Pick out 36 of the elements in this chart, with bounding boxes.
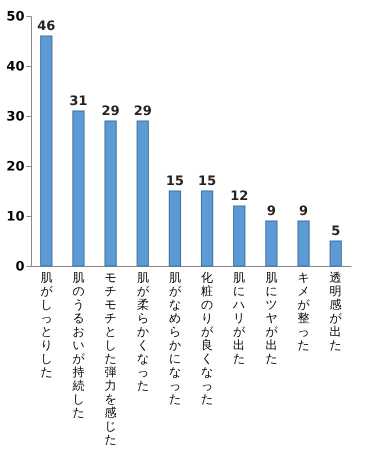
x-tick-label: 肌にツヤが出た [265, 270, 278, 366]
bar [72, 110, 85, 266]
category-label: 化粧のりが良くなった [201, 270, 214, 406]
y-tick-label: 0 [15, 260, 24, 274]
bar [265, 220, 278, 266]
y-tick-label: 10 [6, 210, 24, 224]
data-label: 15 [166, 174, 184, 189]
data-label: 5 [331, 224, 340, 239]
x-tick-label: 肌にハリが出た [232, 270, 246, 366]
data-label: 12 [230, 189, 248, 204]
bar [330, 240, 342, 266]
bar [233, 206, 246, 266]
data-label: 9 [299, 204, 308, 219]
category-label: 肌が柔らかくなった [136, 270, 149, 392]
data-label: 46 [37, 19, 56, 34]
data-label: 29 [102, 104, 120, 119]
bar [297, 220, 310, 266]
y-tick-label: 50 [6, 10, 24, 24]
bar [104, 120, 117, 266]
y-tick-label: 30 [6, 110, 24, 124]
category-label: 肌がなめらかになった [168, 270, 181, 406]
category-label: 肌のうるおいが持続した [72, 270, 84, 420]
bar [200, 190, 214, 266]
bar [136, 120, 149, 266]
data-label: 29 [134, 104, 152, 119]
data-label: 15 [198, 174, 216, 189]
bar [40, 36, 52, 266]
x-tick-label: キメが整った [298, 270, 311, 352]
x-tick-label: 肌がしっとりした [40, 270, 54, 379]
data-label: 9 [266, 204, 276, 219]
x-tick-label: 透明感が出た [330, 270, 343, 352]
data-label: 31 [69, 94, 88, 109]
y-tick-label: 20 [6, 160, 24, 174]
bar [168, 190, 182, 266]
y-tick-label: 40 [6, 60, 24, 74]
category-label: モチモチとした弾力を感じた [104, 270, 117, 446]
